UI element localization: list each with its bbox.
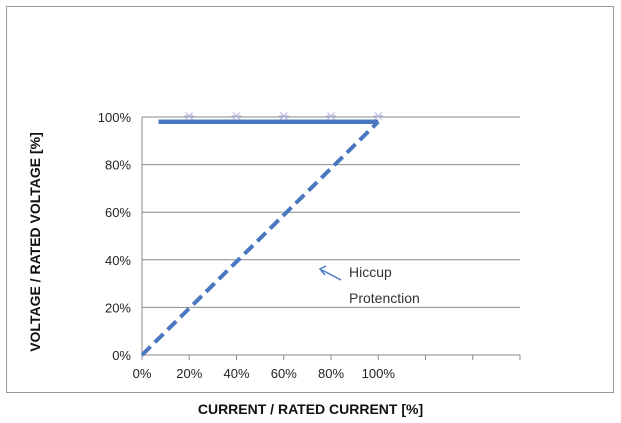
y-axis-label-area: VOLTAGE / RATED VOLTAGE [%]	[0, 6, 70, 393]
marker-star	[374, 112, 383, 120]
y-tick-labels: 0% 20% 40% 60% 80% 100%	[98, 110, 132, 363]
annotation-line-1: Hiccup	[349, 264, 392, 280]
x-tick-labels: 0% 20% 40% 60% 80% 100%	[133, 366, 396, 381]
annotation: Hiccup Protenction	[318, 264, 420, 306]
top-markers	[184, 112, 384, 120]
chart-frame	[6, 6, 614, 393]
x-tick-label: 0%	[133, 366, 152, 381]
y-tick-label: 40%	[105, 253, 131, 268]
series-line-dashed	[140, 120, 380, 357]
marker-star	[232, 112, 241, 120]
marker-star	[185, 112, 194, 120]
y-tick-label: 60%	[105, 205, 131, 220]
x-tick-label: 100%	[362, 366, 396, 381]
annotation-arrow	[321, 269, 342, 281]
x-tick-label: 80%	[318, 366, 344, 381]
gridlines	[142, 116, 520, 308]
y-tick-label: 20%	[105, 300, 131, 315]
y-tick-label: 100%	[98, 110, 132, 125]
axes	[141, 117, 521, 360]
annotation-line-2: Protenction	[349, 290, 420, 306]
x-tick-label: 60%	[271, 366, 297, 381]
y-axis-title: VOLTAGE / RATED VOLTAGE [%]	[27, 132, 43, 352]
x-axis-title: CURRENT / RATED CURRENT [%]	[197, 401, 424, 417]
y-tick-label: 0%	[112, 348, 131, 363]
x-tick-label: 40%	[223, 366, 249, 381]
annotation-arrowhead	[318, 265, 327, 276]
marker-star	[327, 112, 335, 120]
data-series	[140, 119, 380, 357]
y-tick-label: 80%	[105, 158, 131, 173]
marker-star	[279, 112, 288, 120]
x-tick-label: 20%	[176, 366, 202, 381]
